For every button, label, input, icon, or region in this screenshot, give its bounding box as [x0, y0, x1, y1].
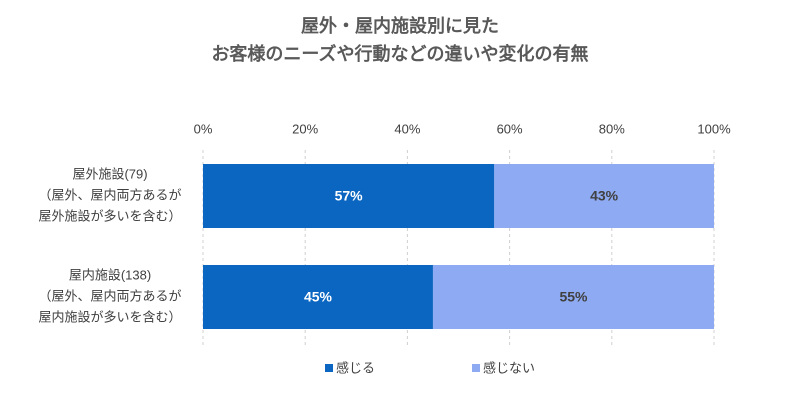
bar-segment	[203, 265, 433, 329]
bar-segment	[432, 265, 714, 329]
legend-swatch	[325, 364, 333, 372]
legend-label: 感じない	[483, 360, 535, 375]
x-tick-label: 60%	[497, 121, 523, 136]
bar-segment	[494, 164, 714, 228]
chart-title: 屋外・屋内施設別に見た	[301, 15, 499, 36]
x-tick-label: 40%	[394, 121, 420, 136]
value-label: 43%	[590, 188, 619, 204]
x-tick-label: 100%	[697, 121, 731, 136]
x-tick-label: 0%	[194, 121, 213, 136]
y-tick-label: 屋外施設が多いを含む）	[38, 208, 181, 223]
value-label: 55%	[559, 289, 588, 305]
x-tick-label: 80%	[599, 121, 625, 136]
legend-label: 感じる	[336, 360, 375, 375]
value-label: 45%	[304, 289, 333, 305]
y-tick-label: （屋外、屋内両方あるが	[38, 187, 181, 202]
y-tick-label: 屋内施設が多いを含む）	[38, 309, 181, 324]
y-tick-label: 屋外施設(79)	[72, 166, 147, 181]
chart-title: お客様のニーズや行動などの違いや変化の有無	[211, 43, 588, 64]
bar-segment	[203, 164, 495, 228]
x-tick-label: 20%	[292, 121, 318, 136]
y-tick-label: （屋外、屋内両方あるが	[38, 288, 181, 303]
value-label: 57%	[335, 188, 364, 204]
y-tick-label: 屋内施設(138)	[69, 267, 151, 282]
legend-swatch	[472, 364, 480, 372]
